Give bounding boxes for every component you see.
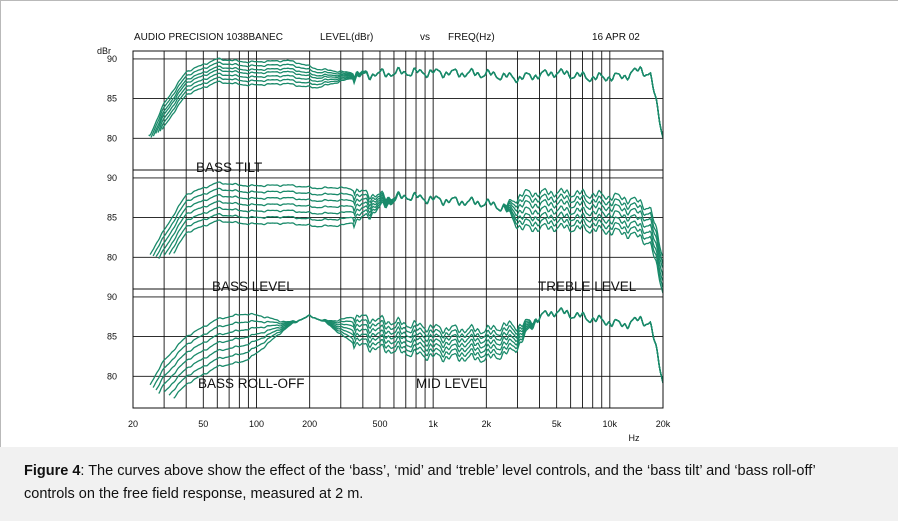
response-curve <box>157 65 663 135</box>
caption-band <box>0 447 898 521</box>
y-tick-label: 80 <box>107 133 117 143</box>
header-measurement: LEVEL(dBr) <box>320 32 373 43</box>
response-curve <box>173 192 664 294</box>
response-curve <box>148 57 663 137</box>
y-tick-label: 85 <box>107 94 117 104</box>
x-tick-labels: 20 50 100 200 500 1k 2k 5k 10k 20k <box>128 419 671 429</box>
x-tick-label: 10k <box>603 419 618 429</box>
x-tick-label: 200 <box>302 419 317 429</box>
y-tick-label: 80 <box>107 371 117 381</box>
y-tick-label: 90 <box>107 54 117 64</box>
y-tick-label: 90 <box>107 292 117 302</box>
y-tick-label: 80 <box>107 252 117 262</box>
x-tick-label: 1k <box>428 419 438 429</box>
x-tick-label: 5k <box>552 419 562 429</box>
plot-border <box>132 50 664 409</box>
response-curve <box>173 307 664 399</box>
y-tick-label: 85 <box>107 213 117 223</box>
header-vs: vs <box>420 32 430 43</box>
x-tick-label: 20k <box>656 419 671 429</box>
header-date: 16 APR 02 <box>592 32 640 43</box>
y-tick-labels: 90 85 80 90 85 80 90 85 80 <box>107 54 117 381</box>
response-curve <box>163 191 664 281</box>
y-tick-label: 90 <box>107 173 117 183</box>
figure-caption: Figure 4: The curves above show the effe… <box>24 460 864 506</box>
response-curve <box>161 66 664 139</box>
header-axis: FREQ(Hz) <box>448 32 495 43</box>
y-tick-label: 85 <box>107 332 117 342</box>
annotation-treble-level: TREBLE LEVEL <box>538 279 637 294</box>
annotation-bass-roll-off: BASS ROLL-OFF <box>198 376 305 391</box>
response-curves <box>148 57 664 399</box>
response-curve <box>158 191 664 276</box>
chart-grid <box>133 51 663 408</box>
y-axis-label: dBr <box>97 46 111 56</box>
response-curve <box>159 66 663 135</box>
x-tick-label: 2k <box>482 419 492 429</box>
caption-figure-label: Figure 4 <box>24 463 81 479</box>
annotation-bass-level: BASS LEVEL <box>212 279 294 294</box>
x-tick-label: 50 <box>198 419 208 429</box>
annotation-mid-level: MID LEVEL <box>416 376 487 391</box>
x-tick-label: 500 <box>372 419 387 429</box>
x-tick-label: 100 <box>249 419 264 429</box>
frequency-response-chart: AUDIO PRECISION 1038BANEC LEVEL(dBr) vs … <box>97 32 671 443</box>
x-axis-label: Hz <box>629 433 640 443</box>
caption-text: : The curves above show the effect of th… <box>24 463 816 502</box>
header-instrument: AUDIO PRECISION 1038BANEC <box>134 32 283 43</box>
annotation-bass-tilt: BASS TILT <box>196 160 262 175</box>
x-tick-label: 20 <box>128 419 138 429</box>
